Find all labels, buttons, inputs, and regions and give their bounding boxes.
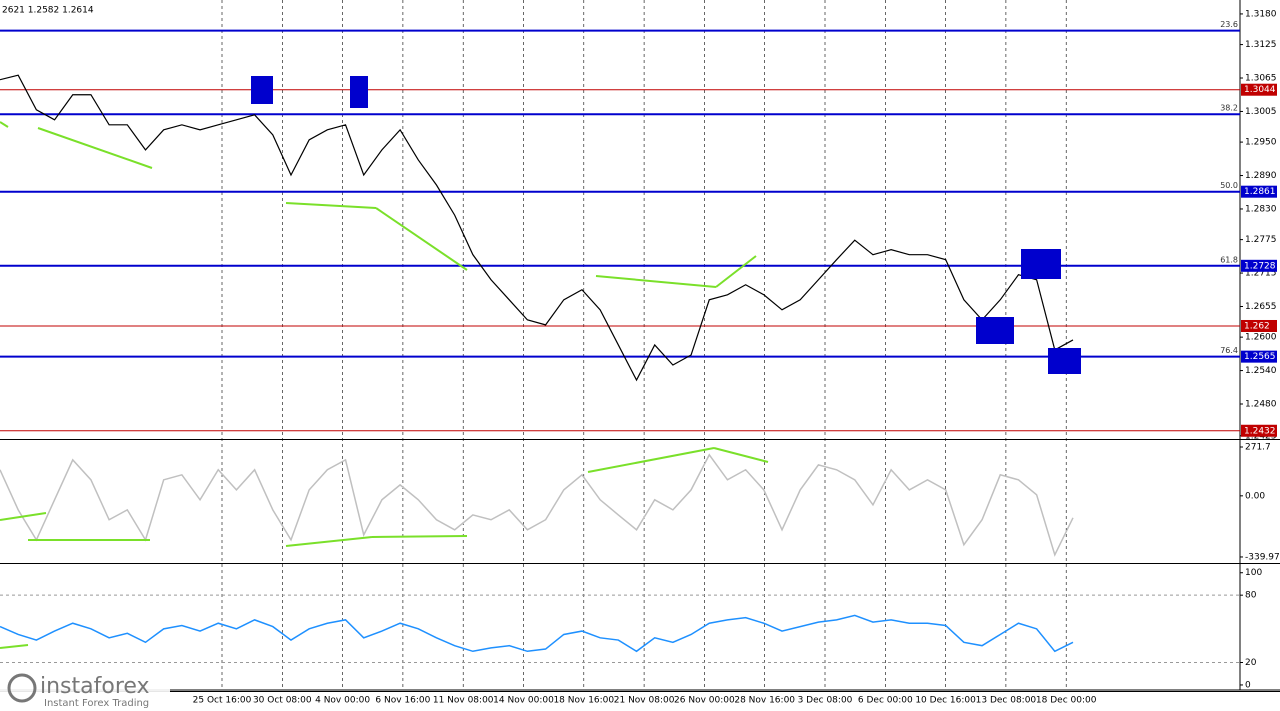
price-box-label: 1.262 <box>1244 321 1270 331</box>
x-tick-label: 4 Nov 00:00 <box>315 696 370 706</box>
price-box <box>1241 424 1277 437</box>
y-tick-label: 1.3180 <box>1245 9 1277 19</box>
x-tick-label: 10 Dec 16:00 <box>915 696 976 706</box>
x-tick-label: 21 Nov 08:00 <box>614 696 675 706</box>
price-box <box>1241 259 1277 272</box>
y-tick-label: -339.978 <box>1245 552 1280 562</box>
y-tick-label: 0 <box>1245 680 1251 690</box>
x-tick-label: 3 Dec 08:00 <box>798 696 853 706</box>
price-box-label: 1.2565 <box>1244 352 1276 362</box>
price-box-label: 1.2432 <box>1244 426 1276 436</box>
y-tick-label: 80 <box>1245 591 1257 601</box>
trend-lines <box>0 121 769 649</box>
price-box <box>1241 350 1277 363</box>
logo-icon <box>7 673 37 703</box>
x-tick-label: 26 Nov 00:00 <box>674 696 735 706</box>
logo-tagline: Instant Forex Trading <box>44 698 149 709</box>
marker <box>1048 348 1081 374</box>
x-tick-label: 18 Dec 00:00 <box>1036 696 1097 706</box>
y-tick-label: 1.3005 <box>1245 107 1277 117</box>
x-tick-label: 30 Oct 08:00 <box>253 696 312 706</box>
rsi-line <box>0 614 1074 653</box>
marker <box>1021 249 1061 279</box>
y-tick-label: 1.2775 <box>1245 235 1277 245</box>
price-box <box>1241 319 1277 332</box>
y-tick-label: 1.3125 <box>1245 40 1277 50</box>
marker <box>976 317 1014 344</box>
y-tick-label: 1.2950 <box>1245 138 1277 148</box>
y-tick-label: 1.2890 <box>1245 171 1277 181</box>
y-tick-label: 271.7 <box>1245 442 1271 452</box>
y-tick-label: 20 <box>1245 658 1257 668</box>
y-tick-label: 1.2480 <box>1245 400 1277 410</box>
x-tick-label: 28 Nov 16:00 <box>734 696 795 706</box>
price-box <box>1241 83 1277 96</box>
cci-line <box>0 453 1074 557</box>
marker <box>350 76 368 108</box>
logo-name: instaforex <box>40 674 150 699</box>
y-tick-label: 0.00 <box>1245 491 1265 501</box>
y-tick-label: 1.2600 <box>1245 333 1277 343</box>
fib-label: 38.2 <box>1220 104 1238 113</box>
fib-label: 23.6 <box>1220 20 1238 29</box>
x-tick-label: 25 Oct 16:00 <box>193 696 252 706</box>
fib-label: 76.4 <box>1220 346 1238 355</box>
fib-label: 61.8 <box>1220 255 1238 264</box>
price-line <box>0 74 1074 382</box>
y-tick-label: 1.3065 <box>1245 74 1277 84</box>
logo: instaforex Instant Forex Trading <box>0 668 170 711</box>
x-tick-label: 11 Nov 08:00 <box>433 696 494 706</box>
x-tick-label: 6 Nov 16:00 <box>375 696 430 706</box>
y-tick-label: 1.2540 <box>1245 366 1277 376</box>
price-box-label: 1.2861 <box>1244 187 1276 197</box>
y-tick-label: 1.2715 <box>1245 269 1277 279</box>
fib-label: 50.0 <box>1220 181 1238 190</box>
x-tick-label: 18 Nov 16:00 <box>553 696 614 706</box>
y-tick-label: 1.2655 <box>1245 302 1277 312</box>
price-box <box>1241 185 1277 198</box>
y-tick-label: 1.2830 <box>1245 204 1277 214</box>
y-tick-label: 100 <box>1245 568 1262 578</box>
drawings <box>0 76 1081 649</box>
price-box-label: 1.2728 <box>1244 261 1276 271</box>
header: 2621 1.2582 1.2614 <box>2 6 94 16</box>
price-box-label: 1.3044 <box>1244 85 1276 95</box>
marker <box>251 76 273 104</box>
x-tick-label: 13 Dec 08:00 <box>976 696 1037 706</box>
x-tick-label: 6 Dec 00:00 <box>858 696 913 706</box>
x-tick-label: 14 Nov 00:00 <box>493 696 554 706</box>
